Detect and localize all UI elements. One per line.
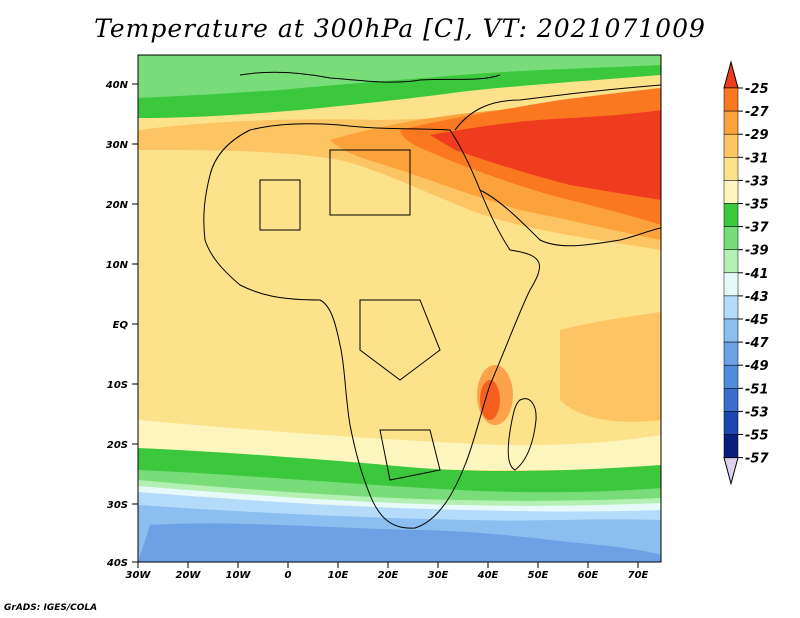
colorbar-segment [723, 226, 739, 250]
colorbar: -25 -27 -29 -31 -33 -35 -37 -39 -41 -43 -45 -47 -49 -… [723, 60, 769, 486]
colorbar-label: -41 [745, 267, 769, 282]
lon-label: 20W [176, 570, 202, 581]
colorbar-label: -27 [745, 105, 769, 120]
lat-label: 10N [106, 260, 129, 271]
lon-label: 0 [285, 570, 292, 581]
colorbar-label: -47 [745, 336, 769, 351]
lat-axis: 40N 30N 20N 10N EQ 10S 20S 30S 40S [105, 80, 138, 569]
credit-text: GrADS: IGES/COLA [4, 603, 98, 613]
colorbar-top-arrow [723, 60, 739, 89]
lat-label: 20N [106, 200, 129, 211]
colorbar-segment [723, 434, 739, 458]
colorbar-label: -37 [745, 221, 769, 236]
lon-label: 20E [378, 570, 399, 581]
colorbar-segment [723, 295, 739, 320]
lon-label: 50E [528, 570, 549, 581]
colorbar-segment [723, 203, 739, 227]
map-title: Temperature at 300hPa [C], VT: 202107100… [94, 14, 706, 43]
colorbar-segment [723, 110, 739, 135]
colorbar-segment [723, 318, 739, 343]
lon-label: 10W [226, 570, 252, 581]
lat-label: 20S [107, 440, 128, 451]
lat-label: 10S [107, 380, 128, 391]
lat-label: 30N [106, 140, 129, 151]
coastlines [203, 71, 662, 529]
colorbar-label: -31 [745, 151, 769, 166]
colorbar-segment [723, 249, 739, 274]
lon-label: 10E [328, 570, 349, 581]
temperature-field [138, 55, 661, 562]
lon-axis: 30W 20W 10W 0 10E 20E 30E 40E 50E 60E 70… [126, 562, 649, 581]
colorbar-segment [723, 180, 739, 204]
plot-frame [137, 54, 662, 563]
colorbar-segment [723, 341, 739, 366]
colorbar-bottom-arrow [723, 457, 739, 486]
colorbar-segment [723, 388, 739, 412]
colorbar-label: -43 [745, 290, 769, 305]
lon-label: 60E [578, 570, 599, 581]
colorbar-segment [723, 157, 739, 181]
lon-label: 30E [428, 570, 449, 581]
colorbar-label: -33 [745, 174, 769, 189]
colorbar-label: -51 [745, 382, 769, 397]
colorbar-label: -57 [745, 452, 769, 467]
colorbar-segment [723, 364, 739, 389]
colorbar-segment [723, 133, 739, 158]
colorbar-label: -49 [745, 359, 769, 374]
lon-label: 30W [126, 570, 152, 581]
colorbar-label: -55 [745, 429, 769, 444]
lat-label: 40S [106, 558, 128, 569]
colorbar-label: -25 [745, 82, 769, 97]
colorbar-segment [723, 87, 739, 112]
colorbar-label: -35 [745, 198, 769, 213]
colorbar-label: -39 [745, 244, 769, 259]
lon-label: 70E [628, 570, 649, 581]
lat-label: EQ [113, 320, 129, 331]
lon-label: 40E [477, 570, 499, 581]
colorbar-label: -45 [745, 313, 769, 328]
lat-label: 30S [107, 500, 128, 511]
colorbar-label: -29 [745, 128, 769, 143]
colorbar-segment [723, 272, 739, 297]
colorbar-label: -53 [745, 405, 769, 420]
lat-label: 40N [105, 80, 129, 91]
colorbar-segment [723, 411, 739, 435]
